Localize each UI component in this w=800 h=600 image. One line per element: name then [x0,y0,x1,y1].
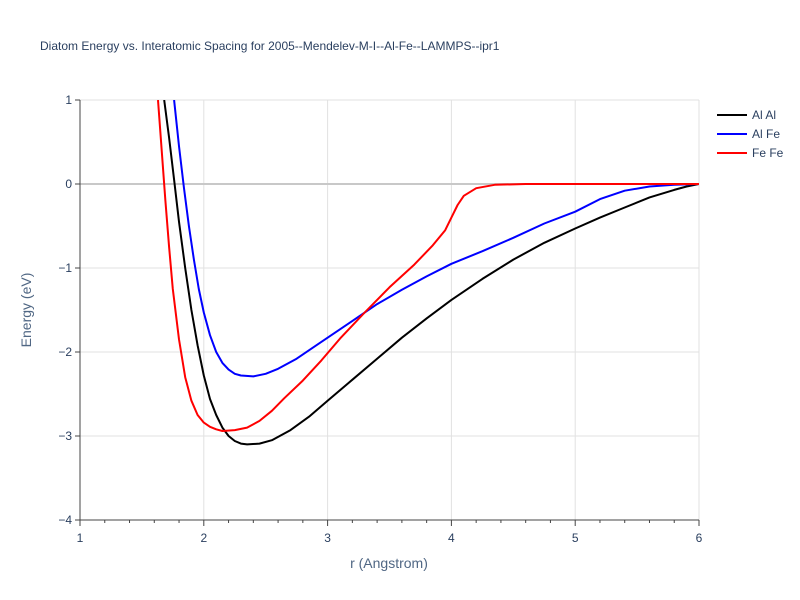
legend-label: Fe Fe [752,146,784,160]
legend-item-al-fe[interactable]: Al Fe [717,127,780,141]
y-tick-label: 0 [65,177,72,191]
x-tick-label: 1 [77,531,84,545]
y-tick-label: −1 [58,261,72,275]
x-tick-label: 3 [324,531,331,545]
legend-item-fe-fe[interactable]: Fe Fe [717,146,784,160]
legend[interactable]: Al Al Al Fe Fe Fe [717,108,784,160]
legend-label: Al Al [752,108,776,122]
y-tick-label: −2 [58,345,72,359]
axes: 1 2 3 4 5 6 1 0 −1 −2 −3 −4 [58,93,702,545]
chart-title: Diatom Energy vs. Interatomic Spacing fo… [40,39,500,53]
y-tick-label: −4 [58,513,72,527]
y-tick-label: −3 [58,429,72,443]
y-axis-title: Energy (eV) [18,273,34,348]
x-tick-label: 6 [696,531,703,545]
series-line-al-fe [173,100,699,378]
y-tick-label: 1 [65,93,72,107]
x-tick-label: 5 [572,531,579,545]
x-tick-label: 2 [200,531,207,545]
legend-item-al-al[interactable]: Al Al [717,108,776,122]
legend-label: Al Fe [752,127,780,141]
x-tick-label: 4 [448,531,455,545]
x-axis-title: r (Angstrom) [350,555,428,571]
series-lines [157,100,699,446]
series-line-al-al [163,100,699,446]
series-line-fe-fe [157,100,699,432]
